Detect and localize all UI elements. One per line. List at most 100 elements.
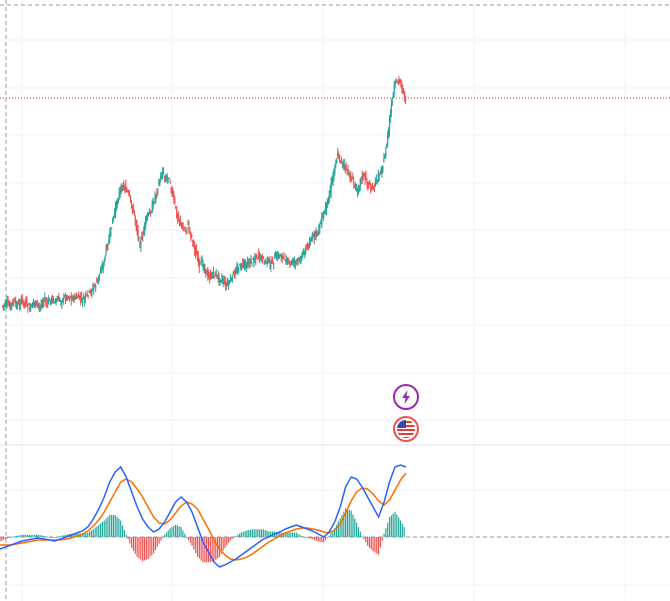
candle-body (340, 160, 343, 162)
candle-body (165, 176, 167, 181)
candle-body (299, 260, 301, 263)
histogram-bar (142, 537, 144, 562)
histogram-bar (306, 537, 308, 539)
candle-body (246, 261, 248, 267)
candle-body (300, 258, 302, 262)
candle-body (235, 271, 237, 273)
histogram-bar (21, 534, 23, 537)
candle-body (248, 263, 250, 265)
histogram-bar (361, 535, 363, 537)
candle-body (60, 300, 62, 303)
histogram-bar (323, 537, 325, 543)
histogram-bar (19, 535, 21, 537)
histogram-bar (4, 537, 7, 540)
candle-body (184, 229, 186, 231)
candle-body (287, 262, 289, 264)
candle-body (388, 119, 391, 132)
candle-body (64, 296, 66, 298)
candle-body (121, 189, 123, 191)
candle-body (242, 262, 245, 266)
histogram-bar (72, 533, 74, 537)
histogram-bar (105, 518, 107, 537)
candle-body (39, 305, 41, 307)
candle-body (145, 217, 147, 227)
economic-event-badge[interactable] (393, 416, 419, 442)
candle-body (311, 235, 313, 240)
candle-body (347, 169, 349, 171)
candle-body (32, 302, 34, 309)
histogram-bar (377, 537, 380, 555)
candle-body (180, 222, 182, 224)
histogram-bar (370, 537, 372, 550)
candle-body (117, 199, 119, 203)
candle-body (131, 207, 134, 212)
candle-body (93, 286, 95, 290)
histogram-bar (23, 534, 25, 537)
candle-body (76, 296, 78, 298)
candle-body (209, 277, 211, 279)
candle-body (85, 294, 87, 296)
candle-body (322, 215, 324, 218)
candle-body (45, 301, 47, 303)
candle-body (179, 221, 182, 225)
histogram-bar (185, 537, 188, 538)
candle-body (367, 181, 369, 186)
histogram-bar (335, 524, 338, 537)
candle-body (356, 189, 359, 193)
candle-body (153, 202, 155, 204)
histogram-bar (196, 537, 199, 557)
candle-body (339, 154, 341, 161)
candle-body (33, 301, 36, 304)
candle-body (109, 232, 111, 238)
histogram-bar (403, 527, 405, 537)
candle-body (42, 302, 44, 304)
candle-body (116, 201, 118, 205)
histogram-bar (390, 515, 392, 537)
histogram-bar (52, 537, 54, 538)
candle-body (385, 151, 387, 157)
candle-body (402, 88, 404, 90)
histogram-bar (35, 534, 38, 537)
candle-body (105, 247, 107, 255)
candle-body (276, 255, 279, 259)
dividend-event-badge[interactable] (393, 384, 419, 410)
candle-body (75, 295, 77, 298)
candle-body (382, 166, 384, 171)
histogram-bar (160, 537, 162, 541)
candle-body (87, 295, 89, 297)
histogram-bar (125, 534, 127, 537)
candle-body (357, 188, 360, 193)
candle-body (232, 273, 234, 275)
candle-body (274, 257, 276, 259)
candle-body (219, 278, 221, 281)
candle-body (226, 283, 228, 285)
candle-body (375, 179, 377, 181)
histogram-bar (235, 535, 237, 537)
histogram-bar (103, 520, 105, 537)
candle-body (107, 245, 109, 247)
histogram-bar (34, 534, 36, 537)
candle-body (401, 85, 403, 89)
candle-body (384, 154, 386, 159)
histogram-bar (209, 537, 211, 562)
candle-body (293, 261, 296, 263)
candle-body (3, 304, 5, 306)
histogram-bar (255, 529, 257, 537)
histogram-bar (121, 525, 124, 537)
candle-body (166, 176, 168, 179)
histogram-bar (10, 537, 12, 538)
candle-body (362, 173, 364, 179)
histogram-bar (12, 536, 14, 538)
signal-line (0, 472, 407, 561)
candle-body (272, 260, 274, 264)
histogram-bar (260, 529, 263, 537)
candle-body (336, 159, 338, 164)
histogram-bar (136, 537, 138, 557)
candle-body (372, 186, 375, 190)
candle-body (224, 280, 226, 284)
histogram-bar (385, 528, 387, 537)
histogram-bar (295, 532, 297, 537)
histogram-bar (17, 535, 19, 537)
